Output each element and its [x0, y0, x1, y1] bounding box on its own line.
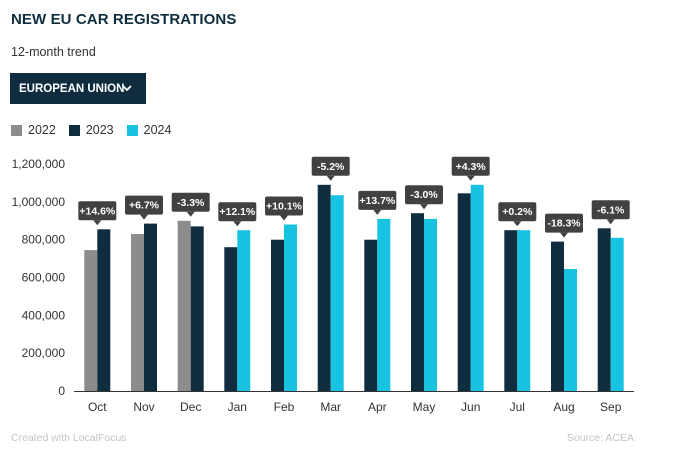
y-tick-label: 0: [58, 384, 65, 398]
change-label-pointer: [327, 176, 335, 181]
y-tick-label: 200,000: [22, 346, 66, 360]
x-tick-label: May: [413, 400, 436, 414]
x-tick-label: Dec: [180, 400, 201, 414]
change-label: +0.2%: [502, 206, 533, 218]
y-tick-label: 600,000: [22, 271, 66, 285]
change-label: +10.1%: [266, 201, 303, 213]
change-label: -18.3%: [547, 218, 581, 230]
footer-credit[interactable]: Created with LocalFocus: [11, 432, 127, 444]
bar-2024-jan: [237, 230, 250, 391]
bar-2023-may: [411, 213, 424, 391]
bar-2024-mar: [331, 195, 344, 391]
bar-2023-aug: [551, 242, 564, 391]
change-label: -3.0%: [410, 189, 438, 201]
bar-2024-feb: [284, 225, 297, 392]
x-tick-label: Oct: [88, 400, 107, 414]
y-tick-label: 1,200,000: [12, 157, 66, 171]
x-tick-label: Jul: [510, 400, 525, 414]
change-label-pointer: [93, 220, 101, 225]
y-tick-label: 1,000,000: [12, 195, 66, 209]
footer-source: Source: ACEA: [567, 432, 634, 444]
bar-chart: 0 200,000 400,000 600,000 800,000 1,000,000 1,…: [0, 0, 682, 468]
bar-2023-feb: [271, 240, 284, 391]
x-tick-label: Jan: [228, 400, 247, 414]
bar-2024-aug: [564, 269, 577, 391]
bar-2023-jan: [224, 247, 237, 391]
x-tick-label: Apr: [368, 400, 387, 414]
change-label-pointer: [420, 204, 428, 209]
y-tick-label: 400,000: [22, 308, 66, 322]
y-tick-label: 800,000: [22, 233, 66, 247]
change-label: +6.7%: [129, 200, 160, 212]
bar-2023-sep: [598, 228, 611, 391]
bar-2023-apr: [364, 240, 377, 391]
bar-2024-apr: [377, 219, 390, 391]
change-label: -5.2%: [317, 161, 345, 173]
x-tick-label: Nov: [133, 400, 154, 414]
bar-2022-nov: [131, 234, 144, 391]
x-tick-label: Sep: [600, 400, 622, 414]
change-label: +12.1%: [219, 206, 256, 218]
bar-2024-jun: [471, 185, 484, 391]
bar-2023-nov: [144, 224, 157, 391]
bar-2023-jul: [504, 230, 517, 391]
bar-2023-mar: [318, 185, 331, 391]
bar-2024-may: [424, 219, 437, 391]
change-label-pointer: [560, 233, 568, 238]
bar-2022-oct: [84, 250, 97, 391]
x-tick-label: Aug: [553, 400, 574, 414]
bar-2023-jun: [458, 193, 471, 391]
change-label-pointer: [187, 212, 195, 217]
change-label: -6.1%: [597, 204, 625, 216]
x-tick-label: Jun: [461, 400, 480, 414]
change-label-pointer: [513, 221, 521, 226]
bar-2024-jul: [517, 230, 530, 391]
bar-2023-oct: [97, 229, 110, 391]
x-tick-label: Feb: [274, 400, 295, 414]
change-label: -3.3%: [177, 197, 205, 209]
change-label-pointer: [233, 221, 241, 226]
bar-2022-dec: [178, 221, 191, 391]
change-label-pointer: [467, 176, 475, 181]
change-label-pointer: [280, 216, 288, 221]
x-tick-label: Mar: [320, 400, 341, 414]
change-label-pointer: [373, 210, 381, 215]
bar-2024-sep: [611, 238, 624, 391]
bar-2023-dec: [191, 226, 204, 391]
change-label-pointer: [607, 219, 615, 224]
change-label: +14.6%: [79, 205, 116, 217]
change-label: +4.3%: [456, 161, 487, 173]
change-label: +13.7%: [359, 195, 396, 207]
change-label-pointer: [140, 215, 148, 220]
